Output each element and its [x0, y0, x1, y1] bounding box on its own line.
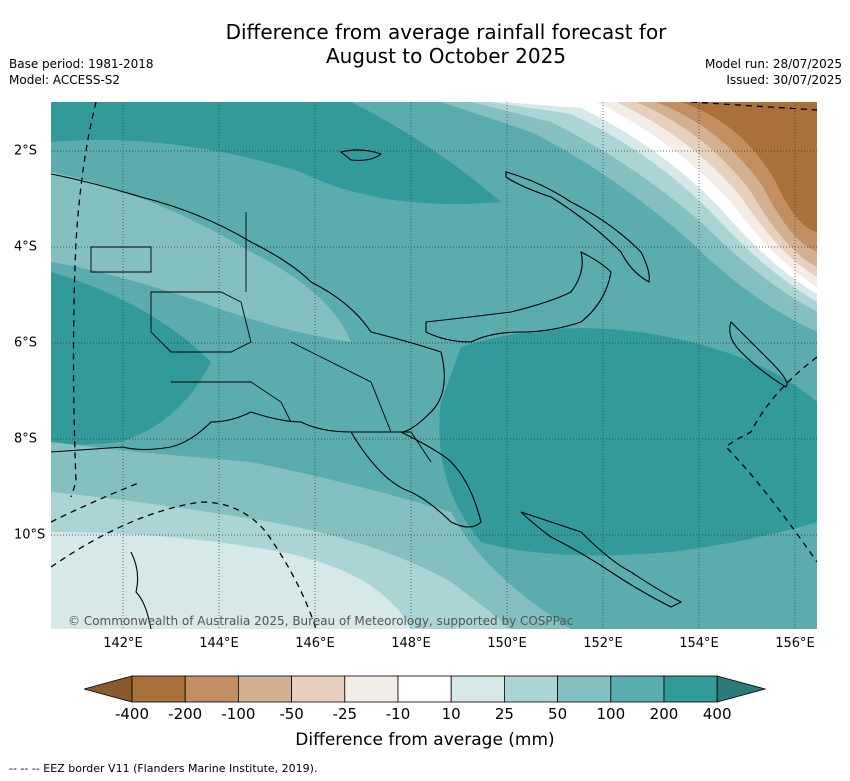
- colorbar-segment: [131, 675, 186, 703]
- contour-50-central: [51, 172, 351, 342]
- title-line-1: Difference from average rainfall forecas…: [225, 20, 667, 44]
- colorbar-segment: [184, 675, 239, 703]
- colorbar-tick-label: -200: [168, 705, 203, 723]
- colorbar-under-extension: [84, 675, 133, 703]
- colorbar-tick-label: 100: [596, 705, 626, 723]
- colorbar-segment: [503, 675, 558, 703]
- run-info: Model run: 28/07/2025 Issued: 30/07/2025: [705, 56, 842, 88]
- colorbar-segment: [663, 675, 718, 703]
- colorbar-segment: [237, 675, 292, 703]
- eez-border-footnote: -- -- -- EEZ border V11 (Flanders Marine…: [9, 762, 318, 775]
- contour-200-north: [51, 102, 501, 204]
- model-run-text: Model run: 28/07/2025: [704, 57, 842, 71]
- colorbar-segment: [291, 675, 346, 703]
- x-tick-label: 146°E: [295, 636, 335, 651]
- colorbar-tick-label: 400: [702, 705, 732, 723]
- colorbar-tick-label: -10: [385, 705, 411, 723]
- base-period-text: Base period: 1981-2018: [9, 57, 154, 71]
- title-line-2: August to October 2025: [325, 44, 567, 68]
- colorbar-over-extension: [716, 675, 767, 703]
- colorbar-tick-label: -25: [332, 705, 358, 723]
- issued-date-text: Issued: 30/07/2025: [726, 73, 842, 87]
- new-guinea-coast: [51, 173, 482, 528]
- rainfall-map: [51, 102, 817, 629]
- x-tick-label: 156°E: [775, 636, 815, 651]
- colorbar-title: Difference from average (mm): [295, 730, 555, 750]
- y-tick-label: 2°S: [14, 143, 38, 159]
- contour-minus400-northeast: [611, 102, 817, 232]
- colorbar-tick-label: 200: [649, 705, 679, 723]
- manus-island-coast: [339, 149, 383, 161]
- eez-borders: [51, 102, 817, 629]
- y-tick-label: 6°S: [14, 335, 38, 351]
- contour-10-south: [51, 532, 411, 629]
- contour-200-east: [439, 328, 817, 556]
- new-ireland-coast: [505, 171, 650, 283]
- colorbar-tick-label: 25: [494, 705, 514, 723]
- x-tick-label: 144°E: [199, 636, 239, 651]
- colorbar-tick-label: -50: [279, 705, 304, 723]
- y-tick-label: 10°S: [14, 527, 46, 543]
- colorbar: [84, 675, 767, 703]
- graticule: [51, 102, 817, 629]
- colorbar-segment: [450, 675, 505, 703]
- colorbar-segment: [344, 675, 399, 703]
- x-tick-label: 150°E: [487, 636, 527, 651]
- colorbar-segment: [397, 675, 452, 703]
- new-britain-coast: [425, 250, 612, 343]
- copyright-notice: © Commonwealth of Australia 2025, Bureau…: [68, 614, 574, 628]
- colorbar-tick-label: -400: [114, 705, 150, 723]
- x-tick-label: 142°E: [103, 636, 143, 651]
- y-tick-label: 8°S: [14, 431, 38, 447]
- bougainville-coast: [729, 320, 788, 388]
- colorbar-tick-label: 50: [548, 705, 568, 723]
- x-tick-label: 148°E: [391, 636, 431, 651]
- cape-york-coast: [130, 551, 152, 629]
- x-tick-label: 154°E: [679, 636, 719, 651]
- colorbar-tick-label: -100: [221, 705, 256, 723]
- colorbar-tick-label: 10: [441, 705, 461, 723]
- contour-200-west: [51, 272, 211, 445]
- admin-boundaries: [90, 212, 432, 463]
- y-tick-label: 4°S: [14, 239, 38, 255]
- coastlines: [51, 149, 788, 629]
- x-tick-label: 152°E: [583, 636, 623, 651]
- chart-title: Difference from average rainfall forecas…: [0, 20, 850, 68]
- southeast-islands-coast: [520, 511, 683, 608]
- colorbar-segment: [610, 675, 665, 703]
- model-info: Base period: 1981-2018 Model: ACCESS-S2: [9, 56, 154, 88]
- model-name-text: Model: ACCESS-S2: [9, 73, 121, 87]
- colorbar-segment: [557, 675, 612, 703]
